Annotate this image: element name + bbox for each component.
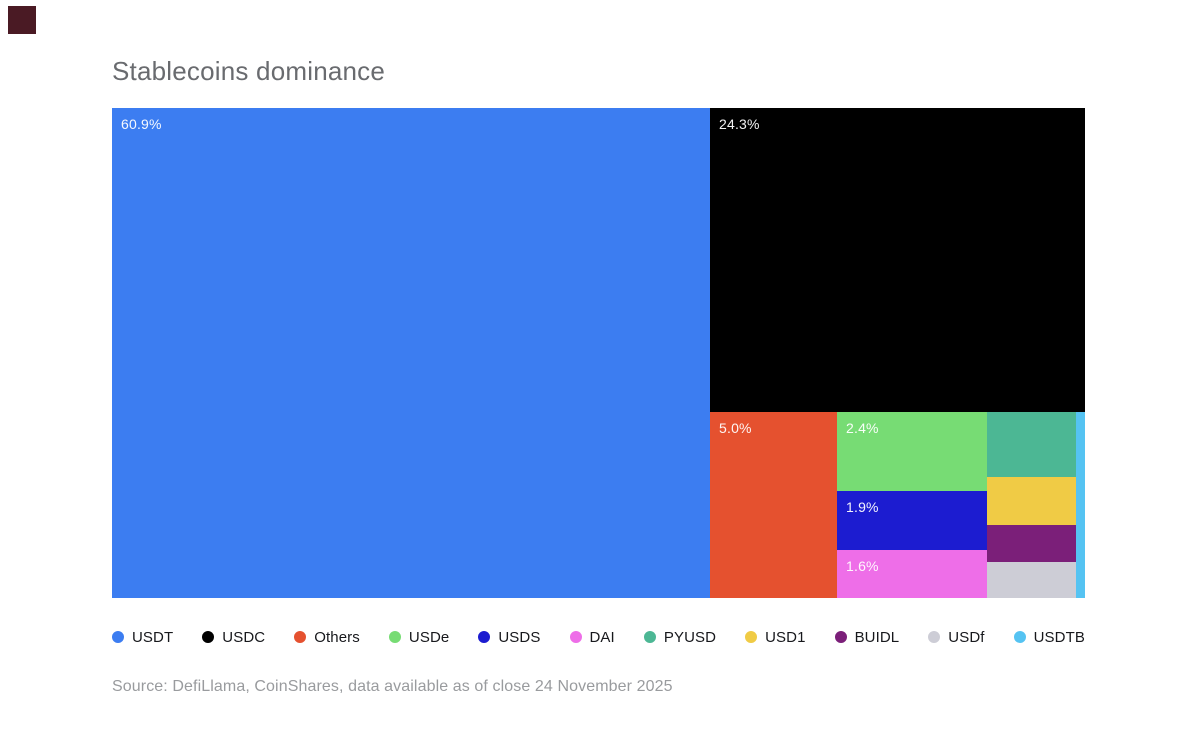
- treemap-block-usdc[interactable]: 24.3%: [710, 108, 1085, 412]
- treemap-block-usds[interactable]: 1.9%: [837, 491, 987, 550]
- treemap-block-others[interactable]: 5.0%: [710, 412, 837, 598]
- legend-label: USDS: [498, 628, 541, 646]
- legend-item-others[interactable]: Others: [294, 629, 360, 646]
- legend-label: Others: [314, 628, 360, 646]
- block-value-label: 2.4%: [846, 420, 879, 436]
- logo-mark: [8, 6, 36, 34]
- block-value-label: 1.9%: [846, 499, 879, 515]
- treemap-block-buidl[interactable]: [987, 525, 1076, 562]
- chart-title: Stablecoins dominance: [112, 56, 386, 86]
- legend-swatch-usdc-icon: [202, 631, 215, 643]
- legend-swatch-buidl-icon: [834, 631, 847, 643]
- block-value-label: 24.3%: [719, 116, 760, 132]
- treemap-chart: 60.9% 24.3% 5.0% 2.4% 1.9% 1.6%: [112, 108, 1085, 598]
- legend-swatch-usds-icon: [478, 631, 491, 643]
- legend: USDT USDC Others USDe USDS DAI PYUSD US: [112, 626, 1085, 648]
- legend-label: USD1: [765, 628, 806, 646]
- legend-item-buidl[interactable]: BUIDL: [834, 628, 900, 646]
- legend-label: BUIDL: [854, 628, 900, 646]
- block-value-label: 5.0%: [719, 420, 752, 436]
- treemap-block-usdt[interactable]: 60.9%: [112, 108, 710, 598]
- legend-label: USDTB: [1033, 628, 1085, 646]
- legend-item-usd1[interactable]: USD1: [745, 629, 805, 646]
- legend-swatch-dai-icon: [569, 631, 582, 643]
- legend-label: DAI: [589, 628, 615, 646]
- block-value-label: 1.6%: [846, 558, 879, 574]
- legend-label: PYUSD: [663, 628, 717, 646]
- treemap-block-usd1[interactable]: [987, 477, 1076, 525]
- legend-swatch-usdt-icon: [112, 631, 124, 643]
- legend-item-usds[interactable]: USDS: [478, 629, 540, 646]
- treemap-block-pyusd[interactable]: [987, 412, 1076, 477]
- legend-swatch-usd1-icon: [745, 631, 758, 643]
- block-value-label: 60.9%: [121, 116, 162, 132]
- legend-label: USDe: [408, 628, 450, 646]
- legend-item-usdt[interactable]: USDT: [112, 629, 173, 646]
- legend-swatch-usde-icon: [388, 631, 401, 643]
- legend-swatch-usdtb-icon: [1013, 631, 1026, 643]
- source-note: Source: DefiLlama, CoinShares, data avai…: [112, 678, 673, 695]
- treemap-block-usdf[interactable]: [987, 562, 1076, 598]
- legend-swatch-others-icon: [294, 631, 307, 643]
- legend-label: USDT: [132, 628, 174, 646]
- treemap-block-dai[interactable]: 1.6%: [837, 550, 987, 598]
- legend-item-dai[interactable]: DAI: [569, 628, 615, 646]
- legend-item-pyusd[interactable]: PYUSD: [643, 628, 717, 646]
- legend-swatch-usdf-icon: [928, 631, 941, 643]
- legend-item-usdf[interactable]: USDf: [928, 629, 984, 646]
- legend-label: USDC: [222, 628, 266, 646]
- legend-item-usdc[interactable]: USDC: [202, 629, 265, 646]
- legend-item-usdtb[interactable]: USDTB: [1013, 628, 1085, 646]
- legend-label: USDf: [948, 628, 985, 646]
- treemap-block-usde[interactable]: 2.4%: [837, 412, 987, 491]
- legend-item-usde[interactable]: USDe: [388, 628, 450, 646]
- treemap-block-usdtb[interactable]: [1076, 412, 1085, 598]
- legend-swatch-pyusd-icon: [643, 631, 656, 643]
